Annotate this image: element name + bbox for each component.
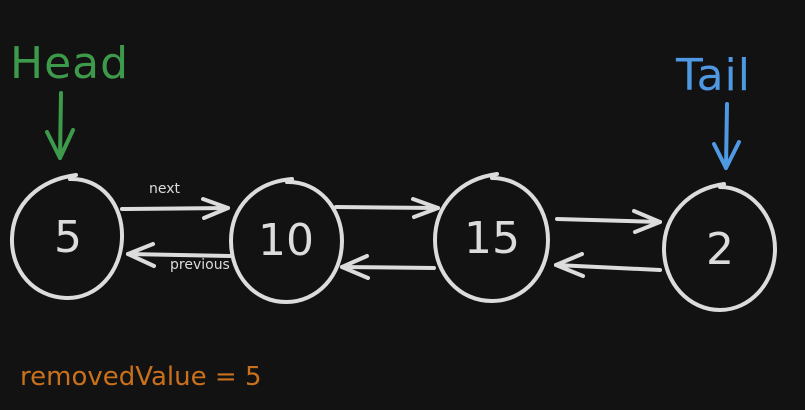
node-value-1: 5 [54,212,82,263]
node-circle-2 [228,177,345,305]
node-value-3: 15 [464,213,520,264]
next-arrow-1 [120,197,230,220]
removed-value-text: removedValue = 5 [20,362,262,392]
previous-arrow-3 [554,252,662,278]
node-circle-1 [9,173,125,301]
node-value-4: 2 [706,224,734,275]
node-value-2: 10 [258,215,314,266]
tail-pointer-arrow [712,102,741,170]
previous-arrow-1 [126,242,232,268]
node-circle-3 [432,172,551,304]
previous-label: previous [170,257,230,273]
head-pointer-arrow [45,91,75,160]
node-circle-4 [661,182,778,313]
next-arrow-2 [334,197,440,219]
next-arrow-3 [555,209,662,234]
tail-label: Tail [676,50,752,101]
previous-arrow-2 [340,254,436,280]
head-label: Head [10,38,130,89]
next-label: next [149,181,181,197]
